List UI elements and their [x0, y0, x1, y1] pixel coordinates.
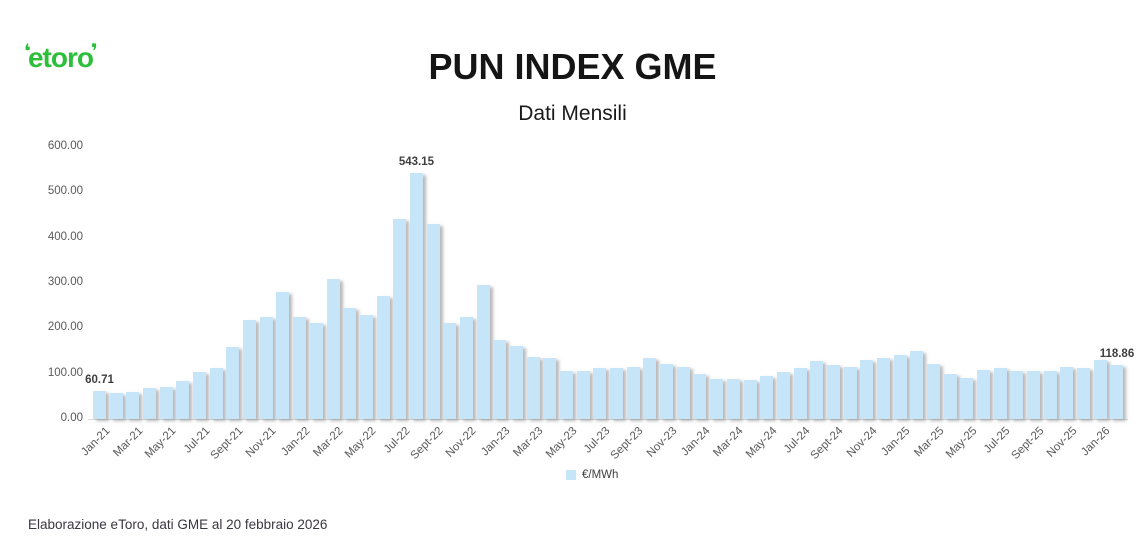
bar-May-24 — [760, 375, 774, 419]
bar-Jan-21 — [93, 391, 106, 419]
bull-horn-right-icon: ❜ — [90, 41, 98, 63]
bar-Jun-23 — [576, 371, 590, 419]
bar-Feb-24 — [710, 379, 724, 419]
bar-Mar-22 — [326, 279, 340, 419]
bar-Jan-24 — [693, 373, 707, 419]
bar-Feb-21 — [109, 393, 123, 419]
bar-Jan-23 — [493, 339, 507, 419]
legend-swatch-icon — [566, 470, 576, 480]
bar-Sept-23 — [626, 366, 640, 419]
bar-Mar-25 — [927, 364, 940, 419]
bar-Feb-25 — [910, 351, 924, 419]
bar-Sept-21 — [226, 347, 240, 419]
chart-subtitle: Dati Mensili — [518, 102, 627, 125]
bar-Nov-21 — [259, 316, 273, 419]
bar-Dec-22 — [476, 285, 490, 419]
bar-Mar-21 — [126, 391, 140, 419]
bar-Apr-21 — [143, 387, 157, 419]
bar-Dec-25 — [1077, 368, 1091, 419]
bar-Oct-22 — [443, 323, 457, 419]
bar-Jun-25 — [977, 369, 991, 419]
bar-Apr-23 — [543, 357, 557, 419]
y-axis-tick-label: 400.00 — [47, 230, 83, 243]
bar-Apr-22 — [343, 307, 357, 419]
bar-Aug-25 — [1010, 370, 1024, 419]
bar-Oct-24 — [843, 366, 857, 419]
bar-Jun-24 — [776, 371, 790, 419]
bull-horn-left-icon: ❛ — [24, 41, 31, 63]
bar-Feb-26 — [1110, 365, 1124, 419]
bar-Nov-22 — [459, 317, 473, 419]
chart-title: PUN INDEX GME — [428, 46, 717, 87]
bar-Jan-26 — [1093, 359, 1107, 419]
legend-label: €/MWh — [582, 469, 619, 481]
bar-Dec-21 — [276, 291, 290, 419]
bar-Mar-24 — [726, 378, 740, 419]
bar-Jun-22 — [376, 296, 390, 419]
bar-Jan-22 — [293, 317, 307, 419]
bar-Dec-24 — [876, 357, 890, 419]
etoro-logo: ❛etoro❜ — [24, 41, 98, 73]
bar-Aug-23 — [610, 368, 624, 419]
bar-Feb-23 — [510, 345, 523, 419]
bar-Jul-22 — [393, 218, 407, 419]
bar-Apr-24 — [743, 379, 757, 419]
bar-Nov-23 — [660, 364, 674, 419]
bar-Aug-21 — [209, 368, 223, 419]
bar-Nov-25 — [1060, 366, 1074, 419]
bar-Dec-23 — [676, 366, 690, 419]
bar-Sept-25 — [1027, 370, 1041, 419]
bar-Aug-22 — [409, 172, 423, 419]
bar-value-label: 118.86 — [1099, 348, 1135, 361]
bar-May-21 — [159, 387, 173, 419]
bar-value-label: 60.71 — [85, 374, 114, 387]
bar-Oct-23 — [643, 358, 657, 419]
y-axis-tick-label: 600.00 — [47, 140, 83, 152]
etoro-logo-text: etoro — [27, 42, 94, 73]
bar-Jun-21 — [176, 380, 190, 419]
bar-May-25 — [960, 378, 974, 419]
bar-Jul-24 — [793, 368, 807, 419]
bar-Jan-25 — [893, 354, 907, 419]
bar-Sept-22 — [426, 224, 440, 419]
y-axis-tick-label: 0.00 — [60, 412, 83, 424]
bar-May-23 — [560, 371, 574, 419]
bar-Aug-24 — [810, 361, 824, 419]
x-axis-line — [88, 419, 1128, 420]
y-axis-tick-label: 200.00 — [47, 321, 83, 334]
source-note: Elaborazione eToro, dati GME al 20 febbr… — [28, 517, 328, 532]
bar-Oct-25 — [1043, 371, 1057, 419]
bar-Jul-21 — [193, 372, 207, 419]
bar-Jul-23 — [593, 368, 607, 419]
bar-Sept-24 — [826, 365, 840, 419]
bar-Apr-25 — [943, 373, 957, 419]
bar-Jul-25 — [993, 368, 1007, 419]
bar-Feb-22 — [309, 323, 323, 419]
bar-value-label: 543.15 — [398, 155, 434, 168]
y-axis-tick-label: 500.00 — [47, 185, 83, 198]
bar-Nov-24 — [860, 360, 874, 419]
y-axis-tick-label: 300.00 — [47, 276, 83, 288]
bar-chart-plot-area — [93, 147, 1133, 419]
bar-May-22 — [359, 314, 373, 419]
chart-legend: €/MWh — [566, 469, 618, 481]
bar-Mar-23 — [526, 357, 540, 419]
bar-Oct-21 — [243, 320, 257, 419]
y-axis-tick-label: 100.00 — [47, 366, 83, 379]
